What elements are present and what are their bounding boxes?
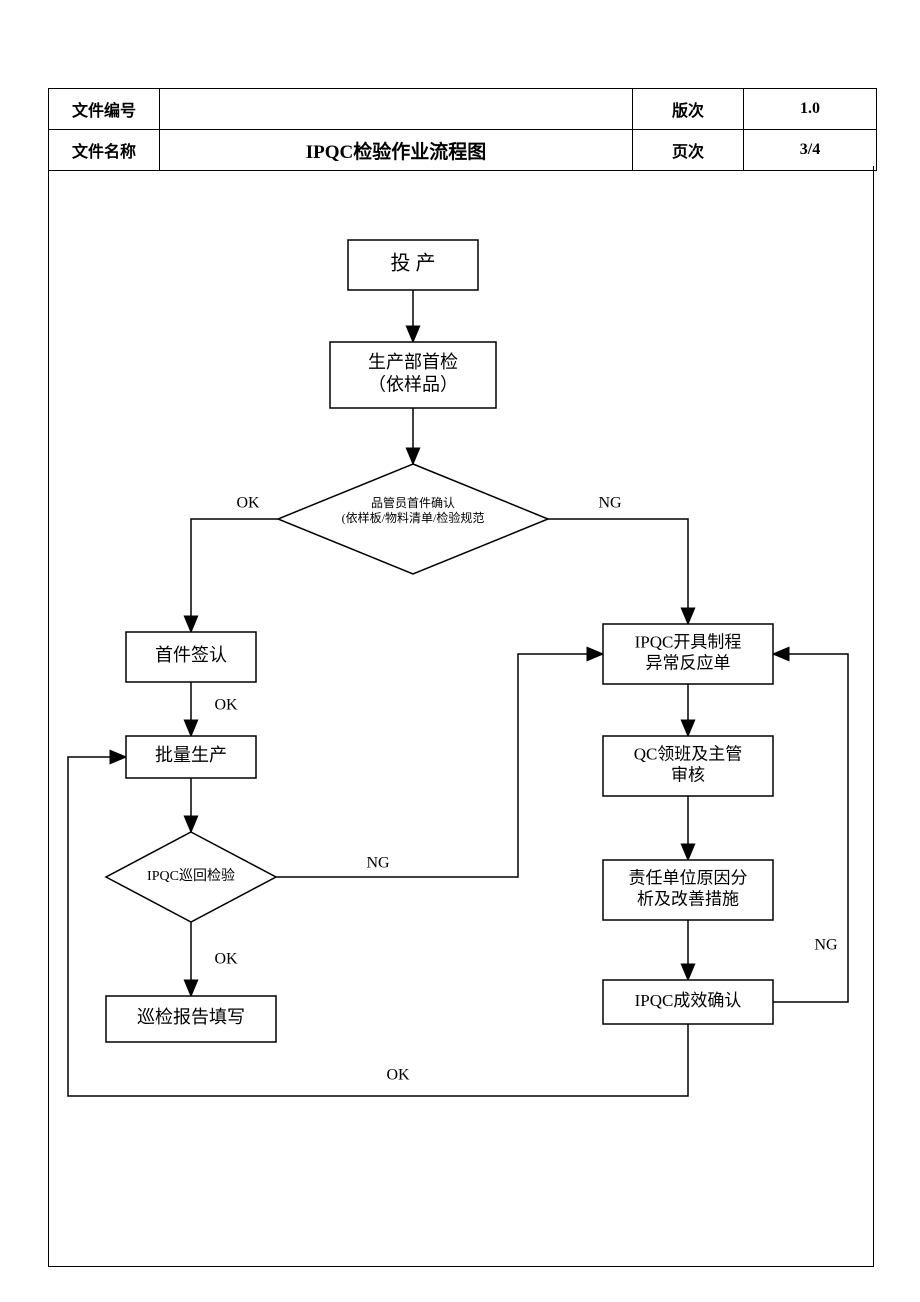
node-label: 巡检报告填写 [137, 1007, 245, 1027]
node-label: QC领班及主管 [634, 744, 743, 763]
node-label: 品管员首件确认 [371, 495, 455, 510]
node-label: 批量生产 [155, 745, 227, 765]
node-label: 析及改善措施 [637, 890, 739, 909]
header-doc-name-value: IPQC检验作业流程图 [160, 130, 633, 171]
page-container: 文件编号 版次 1.0 文件名称 IPQC检验作业流程图 页次 3/4 OK NG… [0, 0, 920, 1302]
edge-n11-n5 [68, 757, 688, 1096]
node-label: (依样板/物料清单/检验规范 [342, 510, 485, 525]
edge-n3-n8 [548, 519, 688, 624]
edge-label: NG [598, 495, 622, 512]
node-label: IPQC成效确认 [635, 991, 742, 1010]
header-doc-no-value [160, 89, 633, 130]
edge-label: OK [214, 697, 238, 714]
node-label: 审核 [671, 766, 705, 785]
header-page-value: 3/4 [744, 130, 877, 171]
node-label: IPQC开具制程 [635, 632, 742, 651]
header-table: 文件编号 版次 1.0 文件名称 IPQC检验作业流程图 页次 3/4 [48, 88, 877, 171]
node-label: IPQC巡回检验 [147, 868, 235, 884]
flowchart-svg: OK NG OK OK NG NG OK 投 产生产部首检（依样品） 品管员首件确认(依样板/物… [48, 166, 872, 1266]
edge-label: OK [236, 495, 260, 512]
edge-label: NG [814, 937, 838, 954]
header-doc-no-label: 文件编号 [49, 89, 160, 130]
node-label: 异常反应单 [646, 654, 731, 673]
node-label: 投 产 [391, 252, 436, 275]
header-page-label: 页次 [633, 130, 744, 171]
node-label: （依样品） [368, 374, 458, 394]
node-label: 责任单位原因分 [629, 868, 748, 887]
header-version-value: 1.0 [744, 89, 877, 130]
edge-n6-n8 [276, 654, 603, 877]
edge-label: NG [366, 855, 390, 872]
node-label: 生产部首检 [368, 352, 458, 372]
edge-label: OK [214, 951, 238, 968]
edge-label: OK [386, 1067, 410, 1084]
header-version-label: 版次 [633, 89, 744, 130]
edge-n3-n4 [191, 519, 278, 632]
node-label: 首件签认 [155, 645, 227, 665]
header-doc-name-label: 文件名称 [49, 130, 160, 171]
